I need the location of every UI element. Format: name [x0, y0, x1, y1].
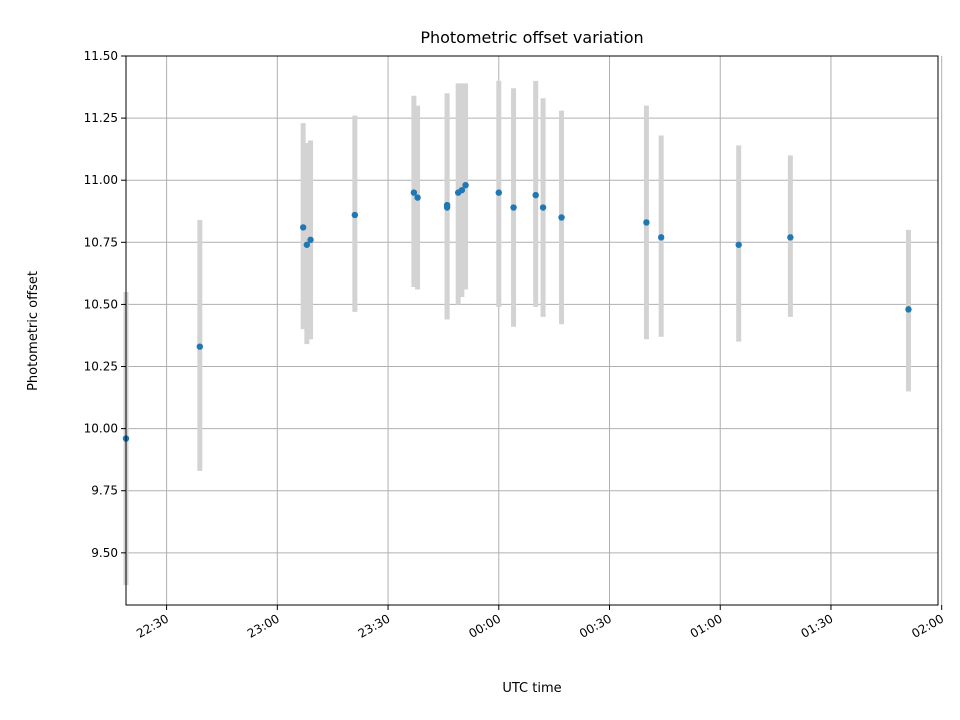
y-tick-label: 10.50 [84, 297, 118, 311]
y-axis-label: Photometric offset [26, 271, 41, 391]
data-point [462, 181, 469, 189]
data-point [196, 343, 204, 350]
data-point [510, 204, 517, 211]
x-tick-label: 02:00 [909, 611, 946, 640]
error-bars [123, 80, 911, 586]
data-point [558, 214, 565, 221]
data-point [458, 186, 466, 194]
data-point [735, 241, 742, 248]
x-tick-label: 00:00 [466, 611, 503, 640]
x-tick-label: 22:30 [134, 611, 171, 640]
x-tick-label: 23:30 [356, 611, 393, 640]
y-tick-label: 10.75 [84, 235, 118, 249]
data-point [443, 204, 451, 211]
y-tick-label: 10.25 [84, 360, 118, 374]
data-point [539, 204, 547, 211]
x-axis-label: UTC time [502, 681, 561, 696]
y-tick-label: 10.00 [84, 422, 118, 436]
data-point [303, 241, 311, 248]
x-tick-label: 00:30 [577, 611, 614, 640]
data-point [495, 189, 502, 196]
y-tick-label: 9.50 [91, 546, 118, 560]
plot-frame [125, 55, 939, 606]
y-tick-label: 11.50 [84, 49, 118, 63]
y-axis: 9.50 9.75 10.00 10.25 10.50 10.75 11.00 11.25 11… [84, 49, 126, 560]
data-point [905, 306, 912, 313]
x-tick-label: 01:00 [688, 611, 725, 640]
x-axis: 22:30 23:00 23:30 00:00 00:30 01:00 01:30 02:00 [134, 605, 946, 641]
y-tick-label: 11.25 [84, 111, 118, 125]
data-point [787, 234, 794, 241]
data-point [307, 236, 314, 244]
data-point [351, 211, 359, 219]
x-tick-label: 23:00 [245, 611, 282, 640]
data-points [122, 181, 912, 442]
y-tick-label: 9.75 [91, 484, 118, 498]
chart-title: Photometric offset variation [420, 28, 643, 47]
data-point [532, 191, 539, 199]
x-tick-label: 01:30 [799, 611, 836, 640]
data-point [657, 234, 665, 241]
data-point [643, 219, 650, 226]
data-point [299, 224, 307, 231]
y-tick-label: 11.00 [84, 173, 118, 187]
data-point [414, 194, 421, 201]
data-point [410, 189, 418, 196]
